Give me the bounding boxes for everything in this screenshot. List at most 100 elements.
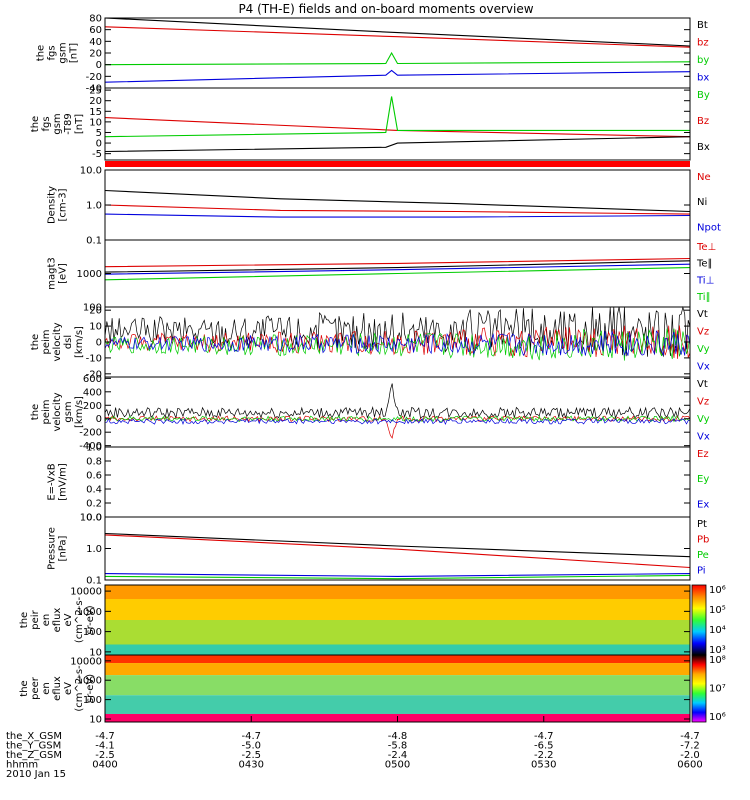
y-tick-label: 0.2 [86,499,102,510]
series-line-By [104,96,690,138]
y-tick-label: -10 [86,353,102,364]
y-tick-label: 10000 [70,656,102,667]
y-tick-label: 15 [89,107,102,118]
panel-elec_spec: 10⁸ 10⁷ 10⁶ 10000 1000 100 10 the peer en eflux eV(… [19,654,726,725]
legend-entry: Vt [697,379,708,390]
legend-entry: Ez [697,449,709,460]
series-line-Vy [104,328,691,361]
y-tick-label: 20 [89,306,102,317]
panel-frame [104,446,691,518]
y-tick-label: 5 [96,128,102,139]
y-axis-label: gsm [63,401,74,422]
date-label: 2010 Jan 15 [6,769,66,780]
ephemeris-value: -4.7 [534,731,554,742]
series-line-bz [104,26,691,48]
y-axis-label: the [19,680,30,696]
legend-entry: by [697,55,709,66]
figure-title: P4 (TH-E) fields and on-board moments ov… [238,2,533,16]
y-tick-label: 0.6 [86,471,102,482]
legend-entry: Pe [697,550,709,561]
legend-entry: Vx [697,432,710,443]
colorbar-label: 10⁸ [709,655,726,666]
y-axis-label: [cm-3] [58,188,69,221]
y-tick-label: 1.0 [86,201,102,212]
spectrogram-band [105,585,690,599]
y-tick-label: -20 [86,72,102,83]
panel-density: 10.0 1.0 0.1 Density [cm-3] Ne Ni Npot [47,166,721,247]
legend-entry: Ni [697,197,707,208]
y-axis-label: [nT] [74,114,85,134]
legend-entry: Te∥ [696,259,713,270]
series-line-Npot [104,213,691,218]
y-tick-label: -20 [86,369,102,380]
ephemeris-value: 0430 [239,760,264,771]
legend-entry: Te⊥ [696,242,716,253]
legend-entry: Ti∥ [696,292,711,303]
y-axis-label: [km/s] [74,326,85,358]
y-tick-label: 40 [89,37,102,48]
y-tick-label: -40 [86,84,102,95]
series-line-Te∥ [104,260,691,273]
series-line-Vy [104,415,691,423]
panel-frame [104,516,691,581]
y-axis-label: the [36,45,47,61]
legend-entry: Pb [697,534,709,545]
y-axis-label: en [41,614,52,627]
panel-frame [104,87,691,161]
y-tick-label: 0.4 [86,485,102,496]
y-tick-label: 0.1 [86,576,102,587]
y-tick-label: 0 [96,60,102,71]
ephemeris-value: -4.7 [241,731,261,742]
y-tick-label: 1000 [77,607,102,618]
y-tick-label: 10 [89,117,102,128]
y-axis-label: eflux [52,608,63,633]
series-line-Vt [104,306,691,358]
legend-entry: Bt [697,20,708,31]
spectrogram-band [105,599,690,620]
y-tick-label: 0.8 [86,457,102,468]
series-line-by [104,51,691,66]
legend-entry: Bz [697,116,709,127]
legend-entry: Pt [697,519,707,530]
y-axis-label: velocity [52,322,63,361]
ephemeris-label: the_Y_GSM [6,741,61,752]
ephemeris-value: -4.7 [95,731,115,742]
y-axis-label: peim [41,329,52,354]
series-line-Vx [104,417,691,426]
ephemeris-value: -2.5 [241,750,261,761]
colorbar-label: 10⁴ [709,625,726,636]
ephemeris-value: 0600 [677,760,702,771]
panel-efield: 1.0 0.8 0.6 0.4 0.2 0.0 E=-VxB [mV/m] Ez Ey Ex [47,443,710,524]
y-tick-label: 200 [83,401,102,412]
panel-pressure: 10.0 1.0 0.1 Pressure [nPa] Pt Pb Pe Pi [47,513,710,587]
y-tick-label: 400 [83,387,102,398]
y-tick-label: -400 [79,441,102,452]
y-axis-label: magt3 [47,257,58,290]
ephemeris-footer: the_X_GSM -4.7 -4.7 -4.8 -4.7 -4.7 the_Y_GSM -4… [6,731,703,780]
y-tick-label: 10 [89,322,102,333]
y-tick-label: 10.0 [80,513,102,524]
y-axis-label: gsm [52,113,63,134]
y-axis-label: fgs [47,45,58,60]
panel-velocity_gsm: 600 400 200 0 -200 -400 the peim velocity gsm [km/… [30,374,710,452]
colorbar [691,654,707,723]
y-tick-label: 10000 [70,587,102,598]
y-tick-label: 0 [96,338,102,349]
colorbar-label: 10⁵ [709,605,726,616]
colorbar-label: 10⁷ [709,684,726,695]
y-axis-label: E=-VxB [47,463,58,500]
y-axis-label: the [30,404,41,420]
series-line-Ni [104,189,691,213]
legend-entry: bz [697,38,709,49]
y-tick-label: 0 [96,139,102,150]
series-line-Ti∥ [104,267,691,281]
y-axis-label: [mV/m] [58,463,69,501]
y-axis-label: -T89 [63,113,74,135]
series-line-Ti⊥ [104,263,691,275]
series-line-Vt [104,383,691,420]
y-tick-label: 80 [89,14,102,25]
ephemeris-label: the_Z_GSM [6,750,62,761]
